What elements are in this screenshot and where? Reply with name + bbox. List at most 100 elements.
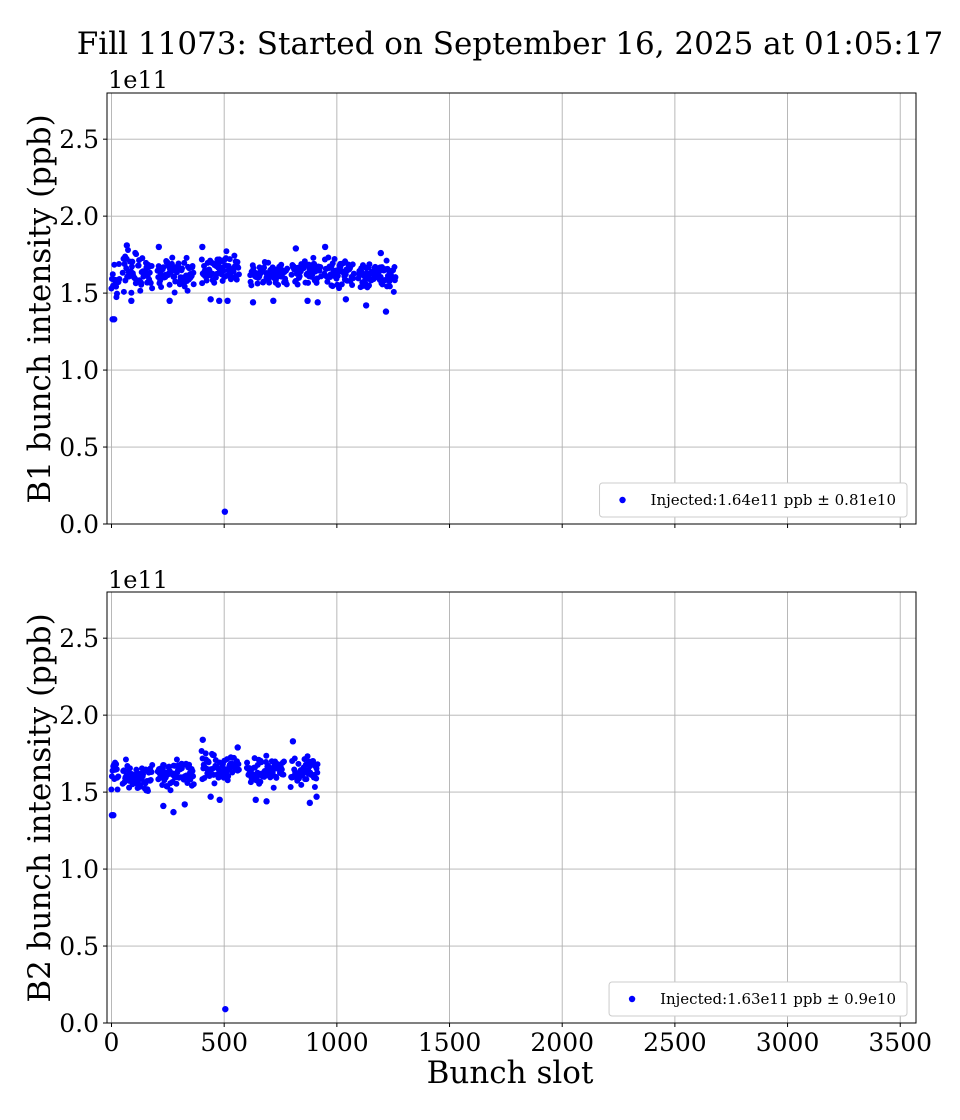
b1-data-point [220,267,227,274]
figure-title: Fill 11073: Started on September 16, 202… [77,26,943,62]
b1-data-point [313,279,320,286]
b2-legend-box [608,981,908,1017]
b2-data-point [115,773,122,780]
b2-data-point [149,761,156,768]
b1-data-point [317,264,324,271]
b2-y-tick-label: 1.5 [59,778,99,807]
b2-x-tick-label: 3500 [868,1028,932,1057]
b1-data-point [325,254,332,261]
b2-data-point [234,744,241,751]
b1-data-point [216,297,223,305]
b1-data-point [166,297,173,305]
b1-data-point [278,261,285,268]
b2-data-point [216,796,223,804]
b1-intensity-panel: 1e11 B1 bunch intensity (ppb) 0.0 0.5 1.0 1… [22,66,917,539]
b1-legend-label: Injected:1.64e11 ppb ± 0.81e10 [651,491,896,509]
b1-data-point [116,276,123,283]
b2-data-point [133,766,140,773]
b1-data-point [377,249,384,257]
b1-data-point [270,297,277,305]
b1-data-point [148,263,155,270]
b1-data-point [350,275,357,282]
b2-x-tick-label: 500 [200,1028,248,1057]
b1-data-point [284,265,291,272]
b1-data-point [235,271,242,278]
b1-data-point [190,269,197,276]
b2-y-tick-label: 2.0 [59,701,99,730]
b2-data-point [258,759,265,766]
b2-legend-label: Injected:1.63e11 ppb ± 0.9e10 [660,990,896,1008]
b2-data-point [225,773,232,780]
b2-offset-label: 1e11 [108,566,168,594]
b2-ticks: 0 500 1000 1500 2000 2500 3000 3500 0.0 0.5 1.0 1.5… [59,624,932,1057]
b2-data-point [273,774,280,781]
b2-data-point [173,756,180,763]
b1-data-point [223,248,230,255]
b2-data-point [181,801,188,808]
b2-data-point [144,787,151,794]
b2-x-tick-label: 2000 [530,1028,594,1057]
b2-plot-frame [106,591,917,1024]
b2-data-point [108,786,115,793]
b1-data-point [366,282,373,289]
b1-data-point [254,280,261,287]
b1-grid [107,93,916,525]
b1-data-point [386,283,393,290]
b1-data-point [231,252,238,259]
b2-data-point [210,751,217,758]
b1-data-point [275,281,282,288]
b1-y-tick-label: 1.5 [59,279,99,308]
b2-data-point [113,761,120,768]
b1-data-point [168,268,175,275]
b1-data-point [155,243,163,251]
b2-data-point [257,778,264,785]
b1-data-point [198,256,205,263]
b1-data-point [265,259,272,266]
b1-data-point [138,281,145,288]
b2-legend: Injected:1.63e11 ppb ± 0.9e10 [608,981,908,1017]
b1-data-point [135,262,142,269]
b2-data-point [148,769,155,776]
b1-data-point [224,297,231,305]
b1-data-point [304,297,311,305]
b2-data-point [295,760,302,767]
b1-data-point [171,289,178,296]
b1-data-point [250,265,257,272]
b1-data-point [158,284,165,291]
b2-data-point [201,775,208,782]
b1-data-point [283,281,290,288]
b2-legend-marker [628,995,636,1003]
b1-data-point [111,316,118,323]
b1-data-point [115,260,122,267]
b2-data-point [173,780,180,787]
b1-data-point [160,264,167,271]
b2-data-points [108,736,321,1013]
b2-intensity-panel: 1e11 B2 bunch intensity (ppb) 0 500 1000 15… [22,566,932,1057]
b2-data-point [199,736,206,743]
b1-data-point [249,299,257,306]
b1-data-point [183,254,190,261]
b1-data-point [230,268,237,275]
b1-data-point [329,283,336,290]
b1-data-point [383,257,390,264]
b1-y-tick-label: 0.5 [59,433,99,462]
b2-data-point [205,759,212,766]
b1-plot-frame [106,92,917,525]
b2-x-tick-label: 3000 [756,1028,820,1057]
b2-data-point [306,799,314,807]
b1-data-point [248,282,255,289]
b1-data-point [225,262,232,269]
b2-x-tick-label: 1000 [305,1028,369,1057]
b2-x-tick-label: 0 [104,1028,120,1057]
b2-y-tick-label: 0.5 [59,932,99,961]
b1-data-point [190,281,197,288]
b2-data-point [278,766,285,773]
b1-data-point [310,254,317,261]
b1-data-point [266,279,273,286]
b1-data-point [349,281,356,288]
b1-y-tick-label: 2.5 [59,125,99,154]
b1-data-point [273,274,280,281]
b1-data-point [349,261,356,268]
b2-data-point [314,769,321,776]
